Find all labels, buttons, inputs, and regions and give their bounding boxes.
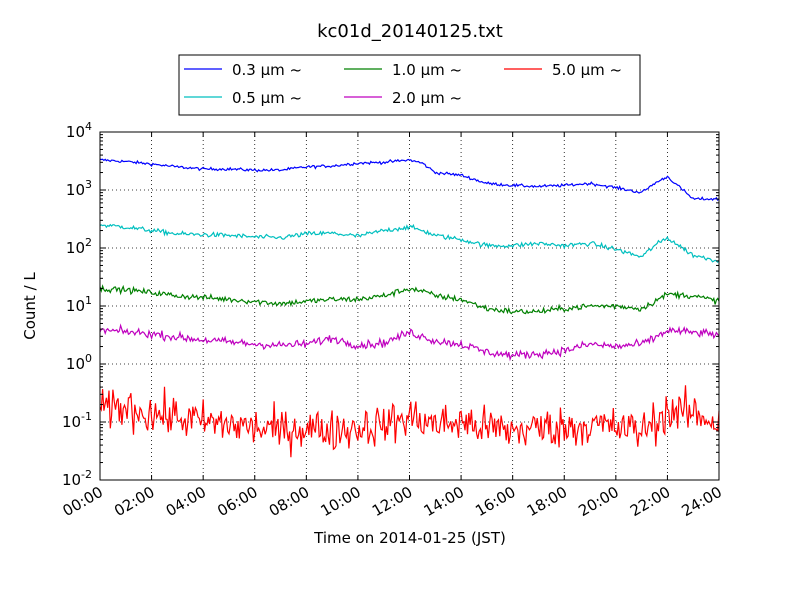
x-tick-label: 10:00 bbox=[317, 483, 363, 520]
legend-label: 0.5 µm ~ bbox=[232, 89, 302, 107]
series-line-3 bbox=[99, 284, 720, 315]
x-tick-label: 02:00 bbox=[111, 483, 157, 520]
x-axis-label: Time on 2014-01-25 (JST) bbox=[313, 529, 506, 547]
legend-label: 0.3 µm ~ bbox=[232, 61, 302, 79]
y-tick-label: 100 bbox=[66, 352, 92, 373]
x-tick-label: 18:00 bbox=[524, 483, 570, 520]
chart-title: kc01d_20140125.txt bbox=[317, 21, 503, 42]
legend: 0.3 µm ~ 0.5 µm ~ 1.0 µm ~ 2.0 µm ~ 5.0 µm ~ bbox=[178, 54, 641, 116]
grid-lines bbox=[100, 132, 719, 480]
x-tick-label: 20:00 bbox=[575, 483, 621, 520]
x-tick-label: 04:00 bbox=[163, 483, 209, 520]
series-group bbox=[99, 158, 720, 458]
x-tick-label: 22:00 bbox=[627, 483, 673, 520]
x-tick-label: 24:00 bbox=[679, 483, 725, 520]
series-line-1 bbox=[99, 158, 720, 202]
x-tick-label: 08:00 bbox=[266, 483, 312, 520]
y-tick-label: 10-2 bbox=[62, 468, 92, 489]
legend-label: 5.0 µm ~ bbox=[552, 61, 622, 79]
x-tick-label: 12:00 bbox=[369, 483, 415, 520]
y-axis-label: Count / L bbox=[21, 272, 39, 340]
legend-label: 2.0 µm ~ bbox=[392, 89, 462, 107]
series-line-4 bbox=[99, 323, 720, 362]
y-tick-label: 102 bbox=[66, 236, 92, 257]
y-tick-label: 10-1 bbox=[62, 410, 92, 431]
legend-box bbox=[178, 54, 641, 116]
series-line-2 bbox=[99, 223, 720, 263]
series-line-5 bbox=[99, 385, 720, 458]
y-tick-label: 101 bbox=[66, 294, 92, 315]
y-axis-ticks: 10-2 10-1 100 101 102 103 104 bbox=[62, 120, 719, 489]
y-tick-label: 103 bbox=[66, 178, 92, 199]
x-tick-label: 16:00 bbox=[472, 483, 518, 520]
legend-label: 1.0 µm ~ bbox=[392, 61, 462, 79]
x-tick-label: 06:00 bbox=[214, 483, 260, 520]
x-tick-label: 14:00 bbox=[421, 483, 467, 520]
y-tick-label: 104 bbox=[66, 120, 92, 141]
